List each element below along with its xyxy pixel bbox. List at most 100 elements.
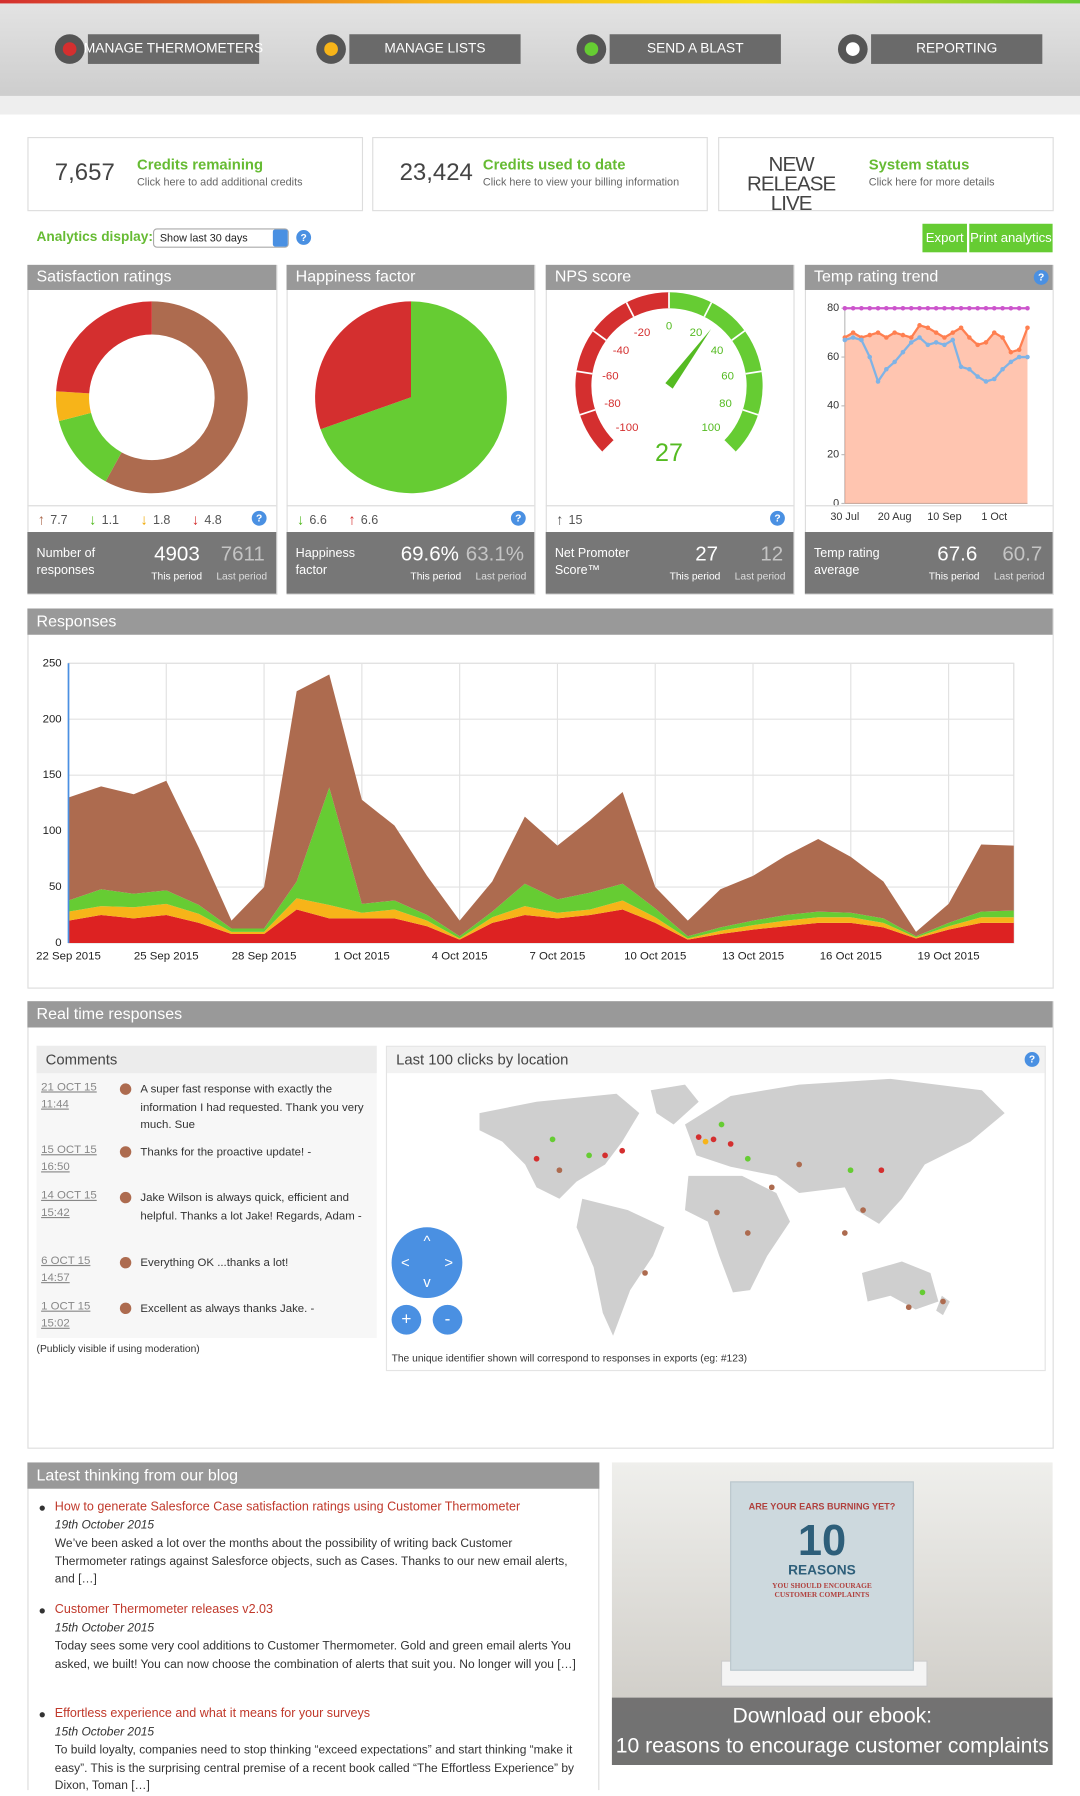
panel-header [27, 264, 277, 290]
map-pan-arrow[interactable]: > [444, 1256, 453, 1272]
slice [320, 301, 507, 494]
comment-date[interactable]: 15 OCT 15 [41, 1143, 97, 1157]
map-title: Last 100 clicks by location [396, 1053, 568, 1069]
point [975, 305, 980, 311]
point [925, 305, 931, 311]
map-pan-arrow[interactable]: < [401, 1256, 410, 1272]
point [1016, 347, 1022, 353]
change-arrow: ↓ [297, 513, 304, 529]
land [936, 1295, 950, 1316]
stat-this-value: 67.6 [937, 542, 977, 565]
point [867, 305, 873, 311]
stacked-area [68, 674, 1014, 937]
x-tick-label: 10 Sep [927, 511, 961, 523]
comment-dot [119, 1256, 132, 1269]
ebook-caption-bg [611, 1697, 1053, 1765]
nav-label[interactable]: MANAGE THERMOMETERS [84, 41, 263, 56]
help-icon[interactable] [1024, 1052, 1040, 1067]
stat-subtitle: Click here to add additional credits [137, 177, 303, 189]
map-zoom-label[interactable]: - [445, 1309, 451, 1328]
comment-text: Excellent as always thanks Jake. - [140, 1302, 315, 1316]
comments-note: (Publicly visible if using moderation) [37, 1344, 200, 1355]
gauge-band [669, 292, 763, 453]
stat-last-label: Last period [735, 571, 786, 582]
nav-button[interactable] [87, 34, 260, 64]
comment-time[interactable]: 15:42 [41, 1206, 70, 1220]
panel-title: Happiness factor [296, 269, 417, 286]
stat-box[interactable] [718, 136, 1054, 212]
point [933, 305, 939, 311]
change-value: 6.6 [361, 513, 378, 527]
select-arrow [272, 229, 288, 247]
comment-text: Jake Wilson is always quick, efficient a… [140, 1191, 362, 1223]
stat-this-value: 4903 [154, 542, 200, 565]
comment-dot [119, 1302, 132, 1315]
point [892, 330, 897, 335]
point [983, 379, 989, 384]
panel-header [27, 1462, 600, 1489]
y-tick-label: 40 [827, 400, 839, 412]
comment-time[interactable]: 11:44 [41, 1098, 69, 1111]
y-tick-label: 0 [55, 937, 61, 949]
panel-header [286, 264, 535, 290]
stat-box[interactable] [27, 136, 364, 212]
ebook-caption[interactable]: 10 reasons to encourage customer complai… [616, 1734, 1049, 1757]
nav-label[interactable]: SEND A BLAST [647, 41, 744, 56]
analytics-button[interactable] [969, 223, 1053, 253]
point [1025, 325, 1030, 331]
map-pan-arrow[interactable]: ^ [423, 1234, 430, 1250]
post-title[interactable]: Effortless experience and what it means … [54, 1706, 371, 1721]
map-pan-arrow[interactable]: v [423, 1275, 431, 1291]
point [875, 379, 881, 384]
map-zoom-button[interactable] [432, 1304, 463, 1335]
map-zoom-button[interactable] [391, 1304, 422, 1335]
map-zoom-label[interactable]: + [401, 1309, 411, 1328]
stat-this-label: This period [410, 571, 461, 582]
y-tick-label: 250 [43, 657, 62, 669]
comment-time[interactable]: 16:50 [41, 1161, 70, 1174]
nav-button[interactable] [349, 34, 521, 64]
help-icon[interactable] [296, 230, 312, 245]
comment-time[interactable]: 15:02 [41, 1317, 70, 1331]
nav-button[interactable] [871, 34, 1043, 64]
comment-date[interactable]: 21 OCT 15 [41, 1081, 97, 1094]
map-dot [744, 1155, 751, 1162]
stat-box[interactable] [372, 136, 708, 212]
map-pan-control[interactable] [391, 1227, 463, 1299]
comments-title: Comments [46, 1053, 118, 1069]
help-icon[interactable] [251, 510, 267, 526]
slice [56, 301, 152, 394]
comment-date[interactable]: 1 OCT 15 [41, 1300, 91, 1313]
comment-time[interactable]: 14:57 [41, 1271, 70, 1285]
help-icon[interactable] [770, 510, 785, 526]
point [884, 335, 889, 340]
map-dot [702, 1138, 709, 1145]
nav-label[interactable]: MANAGE LISTS [384, 41, 485, 56]
post-title[interactable]: Customer Thermometer releases v2.03 [54, 1602, 274, 1617]
ebook-caption[interactable]: Download our ebook: [733, 1705, 933, 1728]
x-tick-label: 13 Oct 2015 [722, 951, 784, 963]
comment-date[interactable]: 6 OCT 15 [41, 1254, 91, 1268]
stat-title: System status [869, 157, 970, 173]
stat-this-label: This period [670, 571, 721, 582]
change-value: 4.8 [204, 513, 221, 527]
point [850, 305, 856, 311]
nav-button[interactable] [609, 34, 781, 64]
select-box[interactable] [152, 228, 289, 248]
land [479, 1093, 640, 1199]
help-icon[interactable] [1033, 270, 1049, 285]
nav-label[interactable]: REPORTING [916, 41, 997, 56]
point [942, 335, 947, 340]
point [950, 305, 956, 311]
help-icon[interactable] [510, 510, 526, 526]
map-dot [619, 1147, 626, 1154]
post-title[interactable]: How to generate Salesforce Case satisfac… [54, 1500, 521, 1514]
x-tick-label: 4 Oct 2015 [432, 951, 488, 963]
map-dot [695, 1134, 702, 1140]
ebook-cover-top: ARE YOUR EARS BURNING YET? [749, 1501, 896, 1511]
panel-footer [545, 532, 794, 594]
comment-date[interactable]: 14 OCT 15 [41, 1189, 97, 1203]
map-dot [718, 1121, 725, 1128]
point [1008, 305, 1014, 311]
analytics-button[interactable] [922, 223, 967, 253]
